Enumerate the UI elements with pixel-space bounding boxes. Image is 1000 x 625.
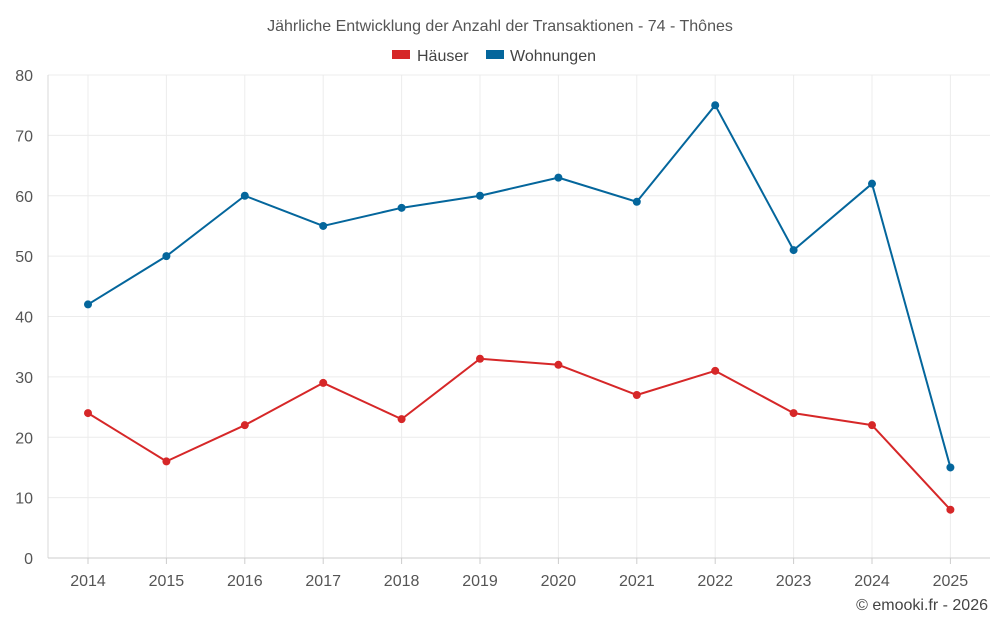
y-tick-label: 30 (15, 370, 33, 387)
legend-swatch-haeuser (392, 50, 410, 59)
data-point-haeuser[interactable] (632, 390, 641, 399)
data-point-haeuser[interactable] (162, 457, 171, 466)
series-line-haeuser (87, 357, 952, 511)
x-tick-label: 2023 (776, 573, 812, 590)
data-point-wohnungen[interactable] (946, 463, 955, 472)
data-point-haeuser[interactable] (711, 366, 720, 375)
data-point-wohnungen[interactable] (476, 191, 484, 200)
y-tick-label: 80 (15, 68, 33, 85)
data-point-wohnungen[interactable] (84, 300, 92, 309)
x-tick-label: 2020 (541, 573, 577, 590)
data-point-haeuser[interactable] (868, 421, 876, 430)
legend-label-haeuser[interactable]: Häuser (417, 48, 469, 65)
credit-text: © emooki.fr - 2026 (856, 597, 988, 614)
x-tick-label: 2022 (697, 573, 733, 590)
data-point-haeuser[interactable] (946, 505, 955, 514)
legend-swatch-wohnungen (486, 50, 504, 59)
y-tick-label: 40 (15, 310, 33, 327)
y-tick-label: 0 (24, 551, 33, 568)
x-tick-label: 2016 (227, 573, 263, 590)
data-point-wohnungen[interactable] (319, 221, 328, 230)
data-point-wohnungen[interactable] (711, 101, 720, 110)
y-tick-label: 10 (15, 491, 33, 508)
data-point-haeuser[interactable] (789, 409, 798, 418)
x-tick-label: 2025 (933, 573, 969, 590)
data-point-wohnungen[interactable] (162, 252, 171, 261)
y-tick-label: 20 (15, 430, 33, 447)
data-point-haeuser[interactable] (319, 378, 328, 387)
data-point-wohnungen[interactable] (397, 203, 406, 212)
series-layer (84, 101, 955, 514)
x-tick-label: 2017 (305, 573, 341, 590)
data-point-wohnungen[interactable] (240, 191, 249, 200)
series-line-wohnungen (87, 104, 952, 468)
x-tick-label: 2015 (149, 573, 185, 590)
x-tick-label: 2021 (619, 573, 655, 590)
data-point-wohnungen[interactable] (868, 179, 876, 188)
data-point-haeuser[interactable] (397, 415, 406, 424)
data-point-haeuser[interactable] (240, 421, 249, 430)
y-tick-label: 50 (15, 249, 33, 266)
data-point-wohnungen[interactable] (789, 246, 798, 255)
y-tick-label: 70 (15, 128, 33, 145)
x-tick-label: 2019 (462, 573, 498, 590)
data-point-haeuser[interactable] (84, 409, 92, 418)
x-tick-label: 2018 (384, 573, 420, 590)
data-point-haeuser[interactable] (476, 354, 484, 363)
legend: Häuser Wohnungen (392, 48, 596, 65)
legend-label-wohnungen[interactable]: Wohnungen (510, 48, 596, 65)
data-point-haeuser[interactable] (554, 360, 563, 369)
axes: 0 10 20 30 40 50 60 70 80 2014 2015 2016 2017 2018 201… (15, 68, 990, 590)
x-tick-label: 2014 (70, 573, 106, 590)
y-tick-label: 60 (15, 189, 33, 206)
chart-title: Jährliche Entwicklung der Anzahl der Tra… (267, 18, 733, 35)
grid (48, 74, 990, 559)
x-tick-label: 2024 (854, 573, 890, 590)
data-point-wohnungen[interactable] (632, 197, 641, 206)
data-point-wohnungen[interactable] (554, 173, 563, 182)
